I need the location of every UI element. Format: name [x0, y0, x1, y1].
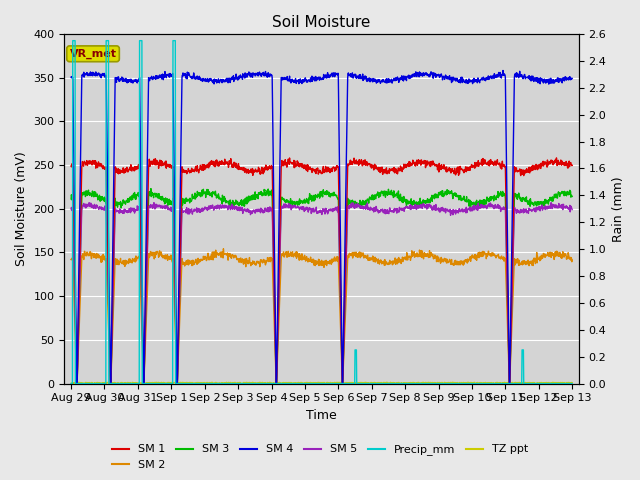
SM 4	[488, 76, 496, 82]
SM 4	[73, 381, 81, 386]
Precip_mm	[221, 381, 228, 386]
SM 2	[568, 257, 576, 263]
TZ ppt	[568, 380, 576, 385]
Precip_mm	[180, 381, 188, 386]
SM 4	[67, 74, 75, 80]
Line: TZ ppt: TZ ppt	[71, 382, 572, 384]
Precip_mm	[505, 381, 513, 386]
SM 2	[106, 342, 113, 348]
SM 4	[221, 78, 228, 84]
TZ ppt	[221, 380, 228, 385]
SM 1	[67, 163, 75, 169]
SM 4	[505, 355, 513, 361]
SM 3	[359, 198, 367, 204]
Line: SM 1: SM 1	[71, 158, 572, 384]
SM 5	[181, 208, 189, 214]
SM 5	[488, 204, 496, 210]
Line: Precip_mm: Precip_mm	[71, 41, 572, 384]
SM 2	[220, 246, 227, 252]
SM 2	[67, 257, 75, 263]
SM 3	[73, 381, 81, 386]
SM 2	[359, 250, 367, 256]
SM 3	[488, 196, 496, 202]
X-axis label: Time: Time	[307, 409, 337, 422]
SM 3	[568, 193, 576, 199]
SM 2	[488, 250, 496, 256]
SM 1	[552, 155, 560, 161]
SM 5	[359, 204, 367, 210]
SM 5	[505, 366, 513, 372]
Y-axis label: Soil Moisture (mV): Soil Moisture (mV)	[15, 151, 28, 266]
TZ ppt	[67, 381, 75, 386]
SM 1	[505, 345, 513, 350]
SM 1	[106, 314, 113, 320]
SM 2	[180, 260, 188, 266]
Precip_mm	[568, 381, 576, 386]
Line: SM 2: SM 2	[71, 249, 572, 384]
Title: Soil Moisture: Soil Moisture	[273, 15, 371, 30]
Precip_mm	[106, 381, 113, 386]
Line: SM 5: SM 5	[71, 203, 572, 384]
Line: SM 3: SM 3	[71, 189, 572, 384]
SM 2	[505, 370, 513, 376]
TZ ppt	[201, 381, 209, 386]
SM 5	[106, 327, 113, 333]
Precip_mm	[488, 381, 496, 386]
SM 1	[359, 162, 367, 168]
SM 1	[221, 162, 228, 168]
SM 4	[106, 287, 113, 292]
Precip_mm	[69, 38, 77, 44]
SM 5	[221, 205, 228, 211]
SM 3	[181, 201, 189, 206]
SM 1	[568, 163, 576, 168]
SM 3	[147, 186, 155, 192]
SM 4	[499, 68, 507, 73]
SM 4	[568, 75, 576, 81]
TZ ppt	[359, 380, 367, 385]
SM 4	[180, 71, 188, 77]
Precip_mm	[359, 381, 367, 386]
SM 1	[180, 169, 188, 175]
SM 5	[150, 200, 158, 205]
Y-axis label: Rain (mm): Rain (mm)	[612, 176, 625, 241]
SM 1	[73, 381, 81, 386]
SM 3	[505, 365, 513, 371]
Legend: SM 1, SM 2, SM 3, SM 4, SM 5, Precip_mm, TZ ppt: SM 1, SM 2, SM 3, SM 4, SM 5, Precip_mm,…	[108, 440, 532, 474]
SM 5	[67, 206, 75, 212]
Line: SM 4: SM 4	[71, 71, 572, 384]
SM 4	[359, 71, 367, 77]
SM 5	[568, 207, 576, 213]
TZ ppt	[505, 380, 513, 385]
SM 1	[488, 159, 496, 165]
TZ ppt	[488, 380, 496, 385]
Text: VR_met: VR_met	[70, 48, 116, 59]
SM 3	[106, 324, 113, 329]
TZ ppt	[549, 379, 557, 385]
TZ ppt	[105, 380, 113, 386]
SM 2	[73, 381, 81, 386]
TZ ppt	[180, 381, 188, 386]
SM 3	[221, 197, 228, 203]
SM 3	[67, 196, 75, 202]
SM 2	[221, 251, 228, 257]
SM 5	[73, 381, 81, 386]
Precip_mm	[67, 381, 75, 386]
